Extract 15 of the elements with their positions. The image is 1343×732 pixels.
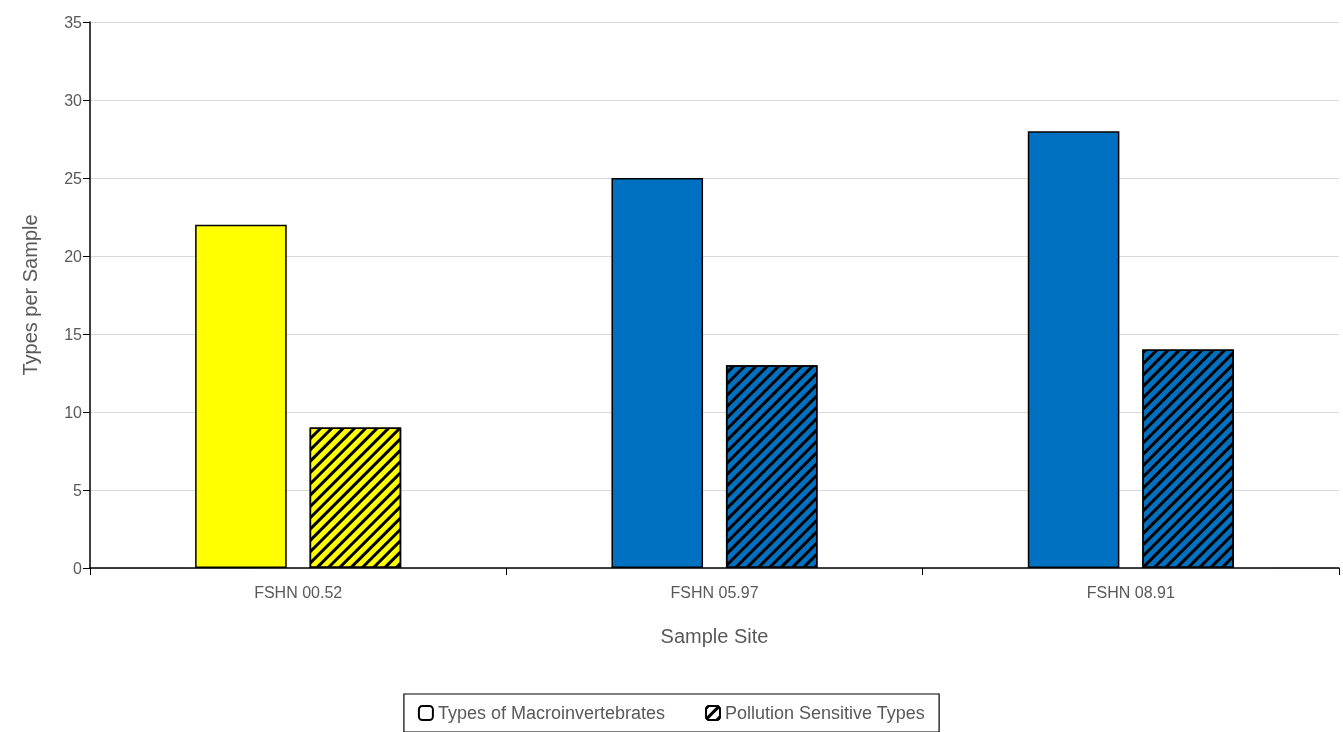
y-tick-label: 20	[64, 247, 83, 265]
x-tick-label: FSHN 05.97	[670, 583, 759, 601]
y-axis-title: Types per Sample	[19, 214, 41, 376]
y-tick-label: 15	[64, 325, 83, 343]
y-tick-label: 0	[73, 559, 83, 577]
x-axis-title: Sample Site	[660, 625, 769, 647]
legend-label: Pollution Sensitive Types	[725, 703, 925, 723]
y-tick-label: 5	[73, 481, 83, 499]
x-tick-label: FSHN 08.91	[1086, 583, 1175, 601]
y-tick-label: 30	[64, 91, 83, 109]
y-tick-label: 10	[64, 403, 83, 421]
y-tick-label: 25	[64, 169, 83, 187]
y-tick-label: 35	[64, 13, 83, 31]
legend-label: Types of Macroinvertebrates	[437, 703, 665, 723]
x-tick-label: FSHN 00.52	[254, 583, 343, 601]
